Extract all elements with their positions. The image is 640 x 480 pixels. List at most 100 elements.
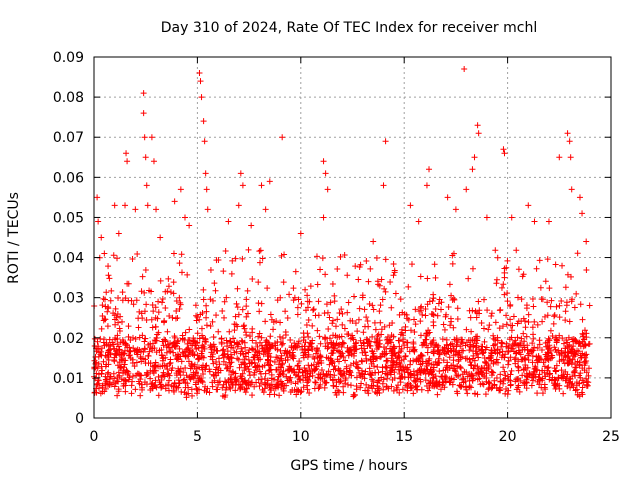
data-point (405, 316, 412, 323)
data-point (542, 356, 549, 363)
data-point (564, 271, 571, 278)
data-point (304, 376, 311, 383)
data-point (573, 338, 580, 345)
data-point (112, 305, 119, 312)
data-point (118, 318, 125, 325)
data-point (417, 369, 424, 376)
data-point (138, 358, 145, 365)
data-point (226, 328, 233, 335)
data-point (164, 328, 171, 335)
data-point (533, 265, 540, 272)
outlier-point (266, 178, 273, 185)
data-point (236, 364, 243, 371)
data-point (155, 392, 162, 399)
data-point (374, 364, 381, 371)
data-point (497, 387, 504, 394)
data-point (120, 338, 127, 345)
data-point (226, 359, 233, 366)
data-point (374, 278, 381, 285)
data-point (115, 343, 122, 350)
data-point (120, 351, 127, 358)
data-point (430, 375, 437, 382)
data-point (516, 342, 523, 349)
x-tick-label: 0 (90, 429, 99, 445)
data-point (431, 261, 438, 268)
data-point (232, 381, 239, 388)
data-point (368, 360, 375, 367)
outlier-point (483, 214, 490, 221)
outlier-point (579, 210, 586, 217)
data-point (585, 365, 592, 372)
data-point (228, 378, 235, 385)
data-point (164, 362, 171, 369)
data-point (94, 338, 101, 345)
y-axis-label: ROTI / TECUs (6, 192, 22, 284)
data-point (102, 385, 109, 392)
data-point (152, 323, 159, 330)
data-point (499, 340, 506, 347)
data-point (331, 298, 338, 305)
data-point (107, 373, 114, 380)
data-point (501, 291, 508, 298)
data-point (365, 384, 372, 391)
data-point (106, 336, 113, 343)
data-point (510, 340, 517, 347)
data-point (582, 359, 589, 366)
data-point (162, 337, 169, 344)
data-point (173, 297, 180, 304)
data-point (518, 296, 525, 303)
data-point (223, 294, 230, 301)
data-point (289, 349, 296, 356)
data-point (507, 316, 514, 323)
data-point (227, 338, 234, 345)
data-point (305, 316, 312, 323)
data-point (282, 332, 289, 339)
data-point (447, 347, 454, 354)
data-point (422, 377, 429, 384)
data-point (173, 356, 180, 363)
data-point (167, 348, 174, 355)
data-point (400, 336, 407, 343)
data-point (231, 327, 238, 334)
data-point (99, 382, 106, 389)
data-point (175, 377, 182, 384)
data-point (254, 354, 261, 361)
data-point (376, 282, 383, 289)
data-point (134, 251, 141, 258)
data-point (183, 394, 190, 401)
data-point (173, 307, 180, 314)
data-point (238, 337, 245, 344)
data-point (494, 254, 501, 261)
data-point (576, 340, 583, 347)
data-point (235, 311, 242, 318)
data-point (239, 255, 246, 262)
data-point (580, 331, 587, 338)
data-point (128, 297, 135, 304)
data-point (323, 372, 330, 379)
data-point (380, 386, 387, 393)
data-point (483, 367, 490, 374)
data-point (376, 385, 383, 392)
data-point (472, 308, 479, 315)
data-point (188, 347, 195, 354)
data-point (583, 334, 590, 341)
data-point (397, 348, 404, 355)
x-tick-label: 25 (602, 429, 620, 445)
data-point (303, 368, 310, 375)
data-point (241, 378, 248, 385)
data-point (317, 266, 324, 273)
data-point (473, 370, 480, 377)
data-point (416, 308, 423, 315)
data-point (223, 365, 230, 372)
data-point (104, 354, 111, 361)
data-point (546, 376, 553, 383)
data-point (544, 356, 551, 363)
data-point (463, 326, 470, 333)
data-point (310, 306, 317, 313)
data-point (295, 338, 302, 345)
data-point (464, 390, 471, 397)
data-point (582, 342, 589, 349)
data-point (491, 377, 498, 384)
outlier-point (407, 202, 414, 209)
data-point (510, 313, 517, 320)
